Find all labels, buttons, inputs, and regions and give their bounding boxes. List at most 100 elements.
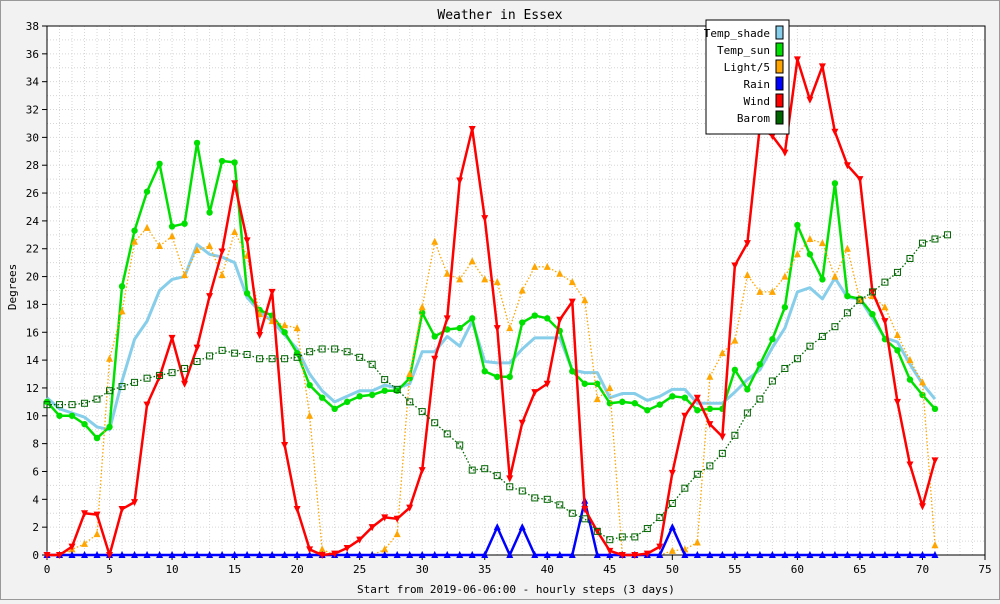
y-tick-label: 2 [32,521,39,534]
data-point-rain [718,551,726,558]
series-barom [43,231,951,544]
data-point-temp-sun [206,209,213,216]
data-point-temp-sun [744,386,751,393]
legend-swatch [775,110,784,125]
x-tick-label: 15 [228,563,241,576]
data-point-barom [356,353,364,361]
data-point-rain [156,551,164,558]
series-light-5 [43,223,939,558]
data-point-rain [293,551,301,558]
data-point-rain [393,551,401,558]
series-group [43,56,951,559]
data-point-light-5 [318,545,326,553]
data-point-light-5 [931,541,939,549]
data-point-barom [931,235,939,243]
chart-title: Weather in Essex [437,8,562,23]
data-point-barom [918,239,926,247]
data-point-temp-sun [631,400,639,407]
data-point-barom [68,401,76,409]
data-point-rain [181,551,189,558]
data-point-wind [493,325,501,333]
data-point-light-5 [693,538,701,546]
data-point-light-5 [131,237,139,245]
data-point-rain [506,551,514,558]
data-point-wind [118,506,126,514]
data-point-rain [706,551,714,558]
data-point-wind [668,469,676,477]
data-point-temp-sun [756,361,764,368]
data-point-wind [568,298,576,306]
data-point-rain [456,551,464,558]
data-point-temp-sun [781,304,789,311]
y-tick-label: 14 [26,354,40,367]
data-point-barom [43,401,51,409]
data-point-barom [306,348,314,356]
data-point-light-5 [668,546,676,554]
data-point-rain [918,551,926,558]
data-point-rain [406,551,414,558]
data-point-barom [831,323,839,331]
data-point-barom [568,509,576,517]
data-point-rain [281,551,289,558]
y-tick-label: 30 [26,131,39,144]
data-point-barom [256,355,264,363]
data-point-barom [168,369,176,377]
data-point-temp-sun [281,329,288,336]
y-tick-label: 36 [26,48,39,61]
data-point-rain [843,551,851,558]
y-tick-label: 16 [26,326,39,339]
data-point-barom [856,296,864,304]
data-point-temp-sun [594,380,601,387]
data-point-wind [931,457,939,465]
y-tick-label: 26 [26,187,39,200]
data-point-rain [831,551,839,558]
data-point-rain [518,523,526,531]
y-tick-label: 6 [32,465,39,478]
data-point-temp-sun [919,391,926,399]
data-point-light-5 [806,234,814,242]
data-point-barom [506,483,514,491]
series-line-temp-sun [46,141,936,440]
data-point-temp-sun [181,220,188,227]
data-point-wind [543,380,551,388]
series-line-light-5 [47,227,936,556]
data-point-temp-sun [81,420,88,428]
legend-label: Light/5 [724,61,770,74]
data-point-barom [881,278,889,286]
data-point-rain [931,551,939,558]
data-point-rain [143,551,151,558]
data-point-wind [368,524,376,532]
x-tick-label: 35 [478,563,491,576]
data-point-temp-sun [293,349,301,357]
y-tick-label: 4 [32,493,39,506]
data-point-temp-sun [381,387,388,394]
data-point-temp-sun [156,160,163,168]
series-temp-shade [46,243,937,432]
data-point-temp-sun [569,368,576,375]
data-point-wind [843,162,851,170]
data-point-light-5 [143,223,151,231]
series-line-temp-shade [46,243,937,432]
data-point-barom [143,374,151,382]
data-point-light-5 [743,271,751,279]
data-point-wind [431,355,439,363]
data-point-rain [906,551,914,558]
data-point-wind [881,318,889,326]
x-tick-label: 70 [916,563,929,576]
data-point-rain [543,551,551,558]
data-point-light-5 [306,411,314,419]
data-point-wind [243,237,251,245]
data-point-temp-sun [456,324,463,332]
data-point-rain [818,551,826,558]
data-point-rain [118,551,126,558]
data-point-rain [681,551,689,558]
data-point-temp-sun [731,366,739,374]
data-point-barom [806,342,814,350]
data-point-rain [431,551,439,558]
data-point-temp-sun [544,315,551,322]
legend-label: Temp_shade [704,27,770,40]
legend-box [705,19,790,135]
x-tick-label: 60 [791,563,804,576]
data-point-wind [906,461,914,469]
